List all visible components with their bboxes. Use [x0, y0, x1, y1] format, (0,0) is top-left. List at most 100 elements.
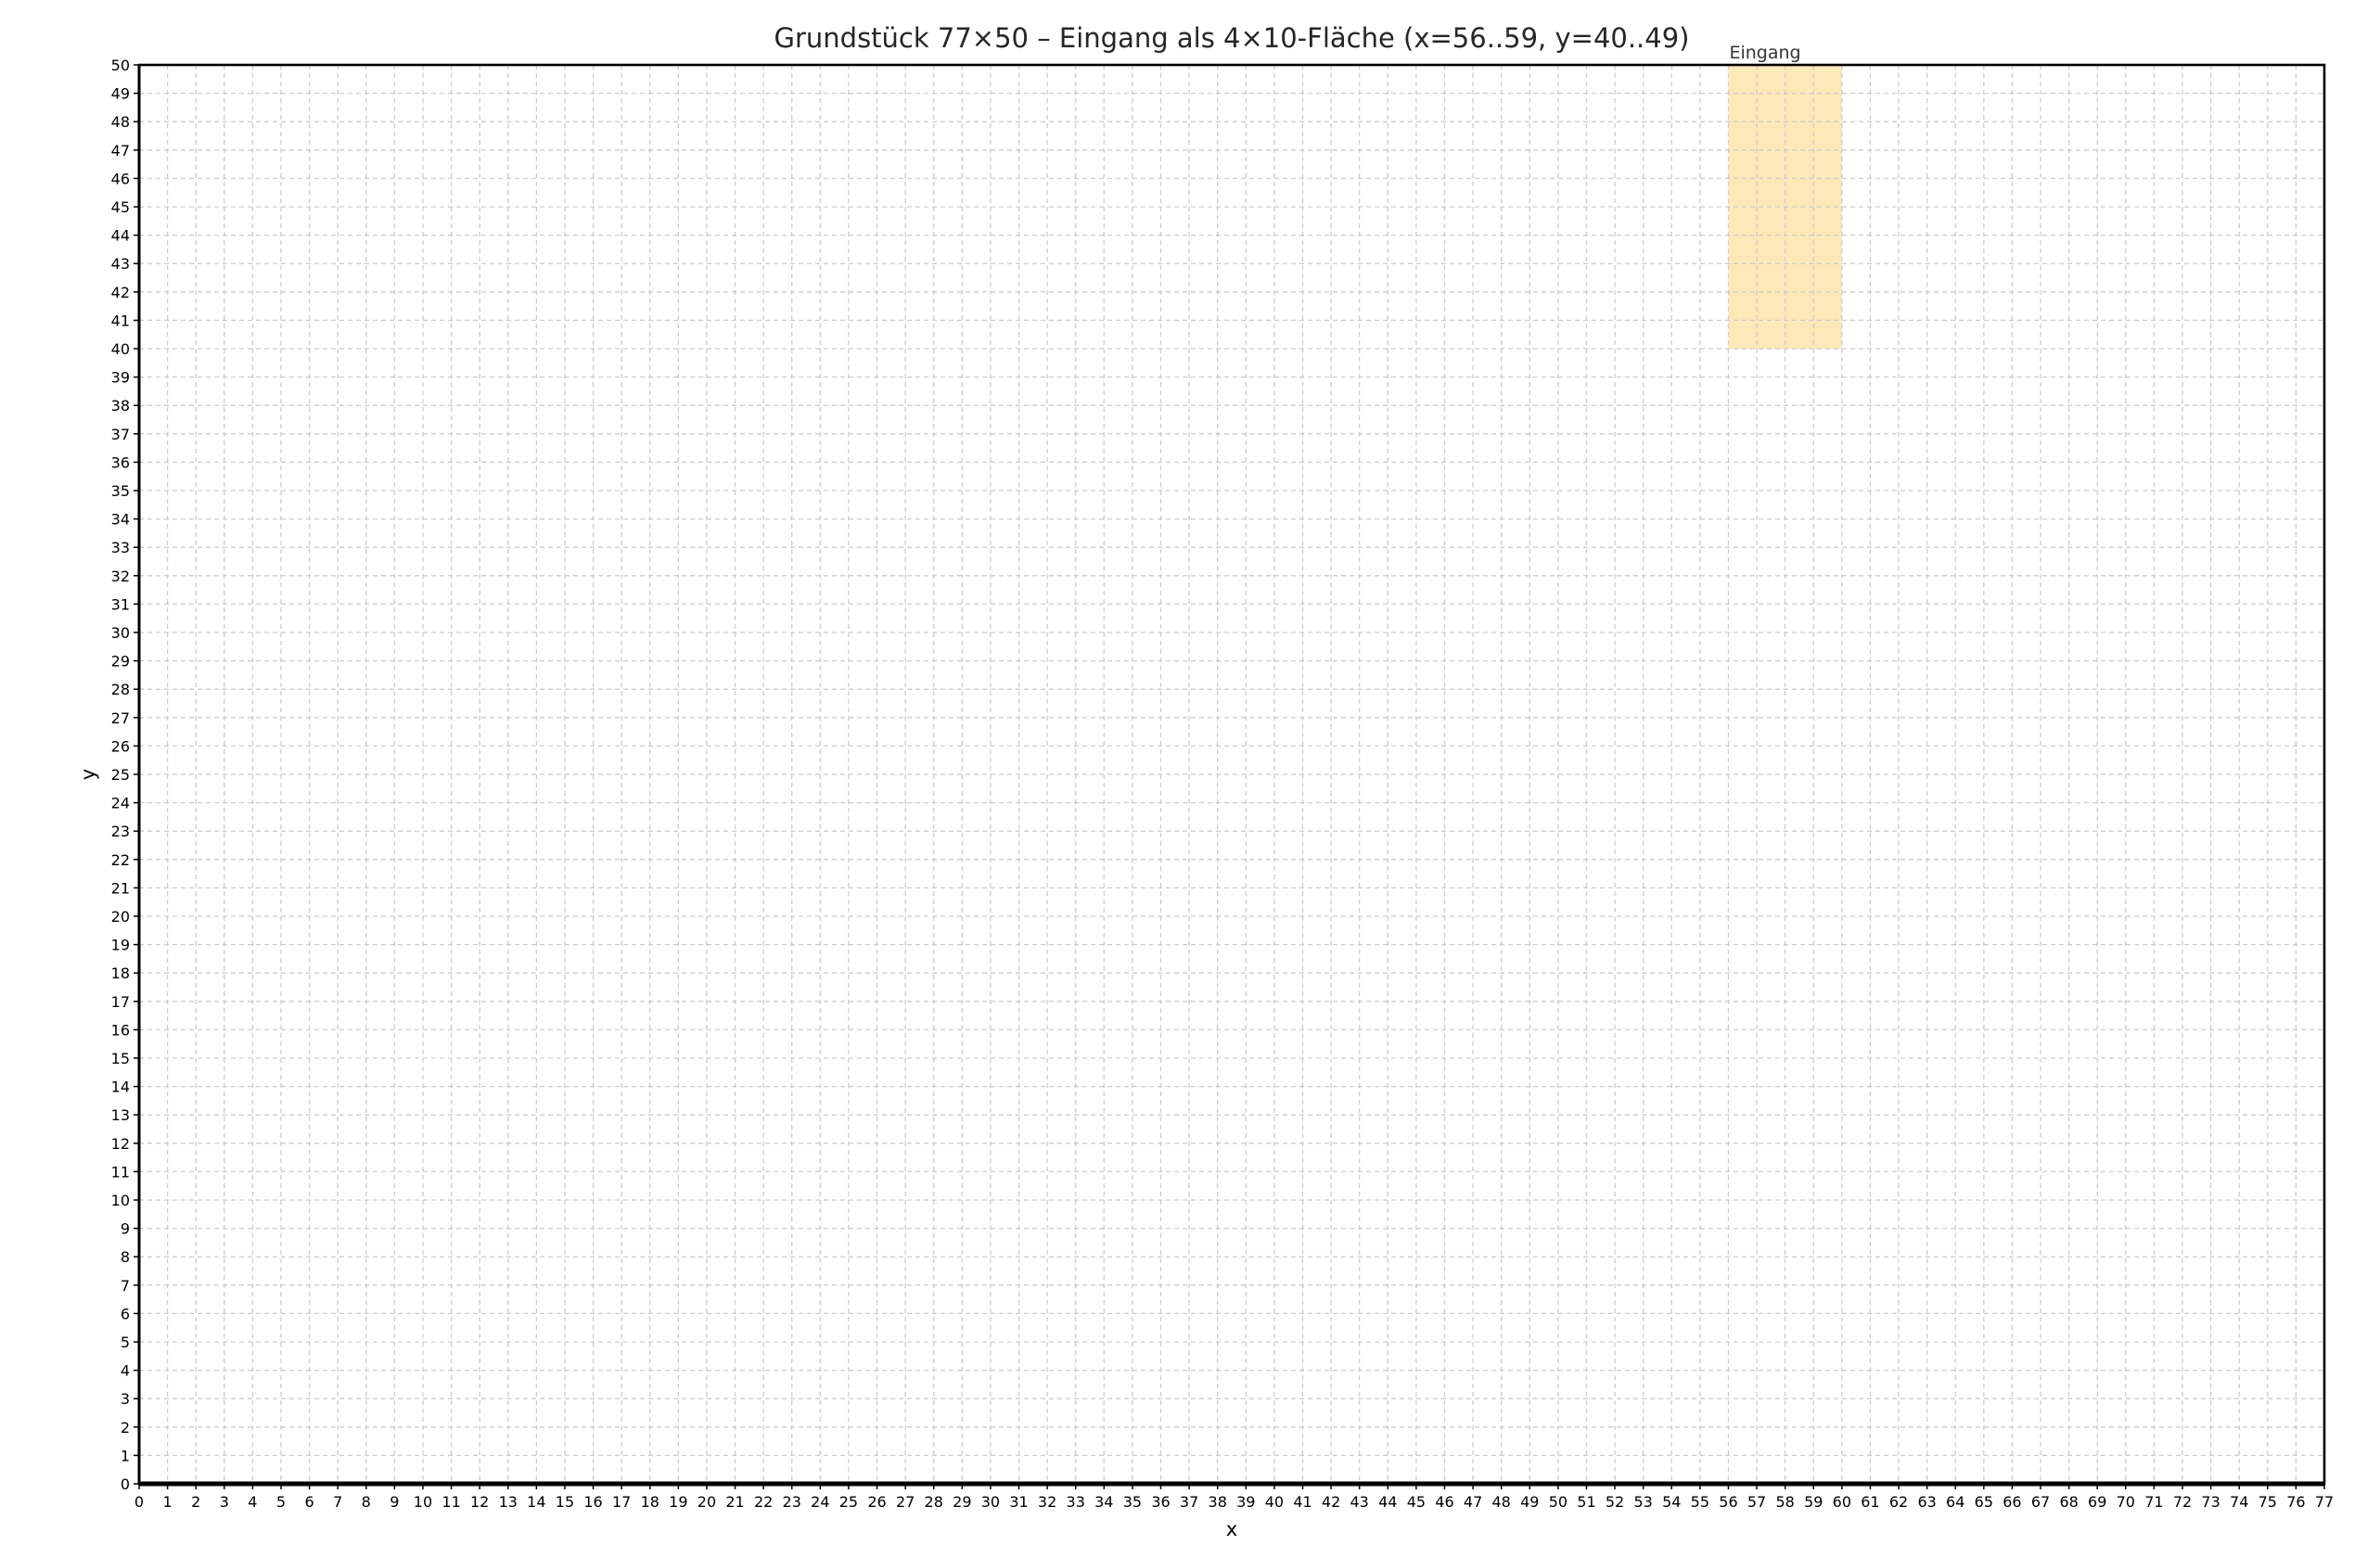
x-tick-label-14: 14 [527, 1493, 545, 1511]
x-tick-label-64: 64 [1946, 1493, 1964, 1511]
x-tick-label-57: 57 [1747, 1493, 1766, 1511]
x-tick-label-47: 47 [1464, 1493, 1482, 1511]
x-tick-label-74: 74 [2230, 1493, 2248, 1511]
x-tick-label-68: 68 [2059, 1493, 2078, 1511]
y-axis-label: y [77, 769, 99, 780]
x-tick-label-77: 77 [2315, 1493, 2334, 1511]
y-tick-label-47: 47 [111, 142, 130, 160]
y-tick-label-42: 42 [111, 284, 130, 301]
x-tick-label-40: 40 [1265, 1493, 1284, 1511]
y-tick-label-0: 0 [121, 1475, 130, 1493]
x-tick-label-59: 59 [1804, 1493, 1823, 1511]
x-tick-label-20: 20 [697, 1493, 716, 1511]
y-tick-label-3: 3 [121, 1390, 130, 1408]
x-tick-label-43: 43 [1350, 1493, 1369, 1511]
y-tick-label-44: 44 [111, 227, 130, 245]
x-tick-label-23: 23 [783, 1493, 801, 1511]
x-tick-label-2: 2 [191, 1493, 200, 1511]
x-tick-label-52: 52 [1606, 1493, 1624, 1511]
x-tick-label-18: 18 [641, 1493, 659, 1511]
x-tick-label-24: 24 [811, 1493, 829, 1511]
x-tick-label-32: 32 [1038, 1493, 1056, 1511]
x-tick-label-51: 51 [1577, 1493, 1595, 1511]
grid-layer [138, 64, 2325, 1485]
y-tick-label-28: 28 [111, 681, 130, 698]
y-tick-label-20: 20 [111, 908, 130, 926]
y-tick-label-7: 7 [121, 1277, 130, 1295]
x-tick-label-0: 0 [134, 1493, 144, 1511]
y-tick-label-30: 30 [111, 624, 130, 642]
x-tick-label-35: 35 [1123, 1493, 1142, 1511]
x-tick-label-61: 61 [1861, 1493, 1879, 1511]
y-tick-label-36: 36 [111, 453, 130, 471]
x-tick-label-65: 65 [1975, 1493, 1993, 1511]
x-tick-label-6: 6 [304, 1493, 313, 1511]
x-tick-label-49: 49 [1520, 1493, 1539, 1511]
y-tick-label-12: 12 [111, 1135, 130, 1153]
y-tick-label-2: 2 [121, 1419, 130, 1436]
x-tick-label-45: 45 [1407, 1493, 1426, 1511]
y-tick-label-37: 37 [111, 426, 130, 443]
x-tick-label-9: 9 [390, 1493, 399, 1511]
x-tick-label-56: 56 [1719, 1493, 1737, 1511]
x-tick-label-69: 69 [2088, 1493, 2106, 1511]
region-label-0: Eingang [1729, 43, 1800, 63]
x-tick-label-15: 15 [556, 1493, 574, 1511]
x-tick-label-26: 26 [867, 1493, 886, 1511]
y-tick-label-33: 33 [111, 539, 130, 556]
y-tick-label-32: 32 [111, 568, 130, 585]
y-tick-label-23: 23 [111, 823, 130, 840]
y-tick-label-15: 15 [111, 1050, 130, 1067]
y-tick-label-19: 19 [111, 937, 130, 954]
x-tick-label-5: 5 [276, 1493, 286, 1511]
y-tick-label-29: 29 [111, 653, 130, 670]
x-tick-label-13: 13 [499, 1493, 518, 1511]
chart-title: Grundstück 77×50 – Eingang als 4×10-Fläc… [774, 22, 1690, 54]
x-tick-label-33: 33 [1067, 1493, 1085, 1511]
axes-layer [134, 63, 2326, 1489]
x-tick-label-73: 73 [2201, 1493, 2220, 1511]
x-tick-label-66: 66 [2003, 1493, 2021, 1511]
y-tick-label-39: 39 [111, 369, 130, 387]
y-tick-label-26: 26 [111, 737, 130, 755]
y-tick-label-50: 50 [111, 57, 130, 74]
x-tick-label-44: 44 [1378, 1493, 1397, 1511]
y-tick-label-18: 18 [111, 964, 130, 982]
x-tick-label-63: 63 [1917, 1493, 1936, 1511]
y-tick-label-13: 13 [111, 1106, 130, 1124]
x-tick-label-70: 70 [2117, 1493, 2135, 1511]
y-tick-label-4: 4 [121, 1362, 130, 1380]
x-tick-label-46: 46 [1435, 1493, 1453, 1511]
x-tick-label-8: 8 [362, 1493, 371, 1511]
x-tick-label-21: 21 [725, 1493, 744, 1511]
x-tick-label-22: 22 [754, 1493, 773, 1511]
y-tick-label-16: 16 [111, 1021, 130, 1039]
x-tick-label-42: 42 [1322, 1493, 1340, 1511]
x-tick-label-7: 7 [333, 1493, 342, 1511]
x-tick-label-54: 54 [1662, 1493, 1681, 1511]
x-tick-label-17: 17 [612, 1493, 631, 1511]
x-tick-label-75: 75 [2258, 1493, 2277, 1511]
x-tick-label-41: 41 [1293, 1493, 1312, 1511]
x-tick-label-60: 60 [1833, 1493, 1851, 1511]
y-tick-label-38: 38 [111, 397, 130, 415]
x-tick-label-27: 27 [896, 1493, 915, 1511]
y-tick-label-5: 5 [121, 1334, 130, 1351]
y-tick-label-45: 45 [111, 198, 130, 216]
y-tick-label-25: 25 [111, 766, 130, 784]
y-tick-label-31: 31 [111, 595, 130, 613]
x-tick-label-71: 71 [2144, 1493, 2163, 1511]
y-tick-label-11: 11 [111, 1163, 130, 1181]
y-tick-label-43: 43 [111, 255, 130, 273]
y-tick-label-49: 49 [111, 85, 130, 103]
x-tick-label-62: 62 [1889, 1493, 1908, 1511]
x-tick-label-39: 39 [1236, 1493, 1255, 1511]
x-tick-label-37: 37 [1180, 1493, 1198, 1511]
x-tick-label-16: 16 [583, 1493, 602, 1511]
x-tick-label-10: 10 [414, 1493, 432, 1511]
x-tick-label-55: 55 [1691, 1493, 1709, 1511]
y-tick-label-14: 14 [111, 1079, 130, 1096]
y-tick-label-35: 35 [111, 482, 130, 500]
x-tick-label-4: 4 [248, 1493, 257, 1511]
